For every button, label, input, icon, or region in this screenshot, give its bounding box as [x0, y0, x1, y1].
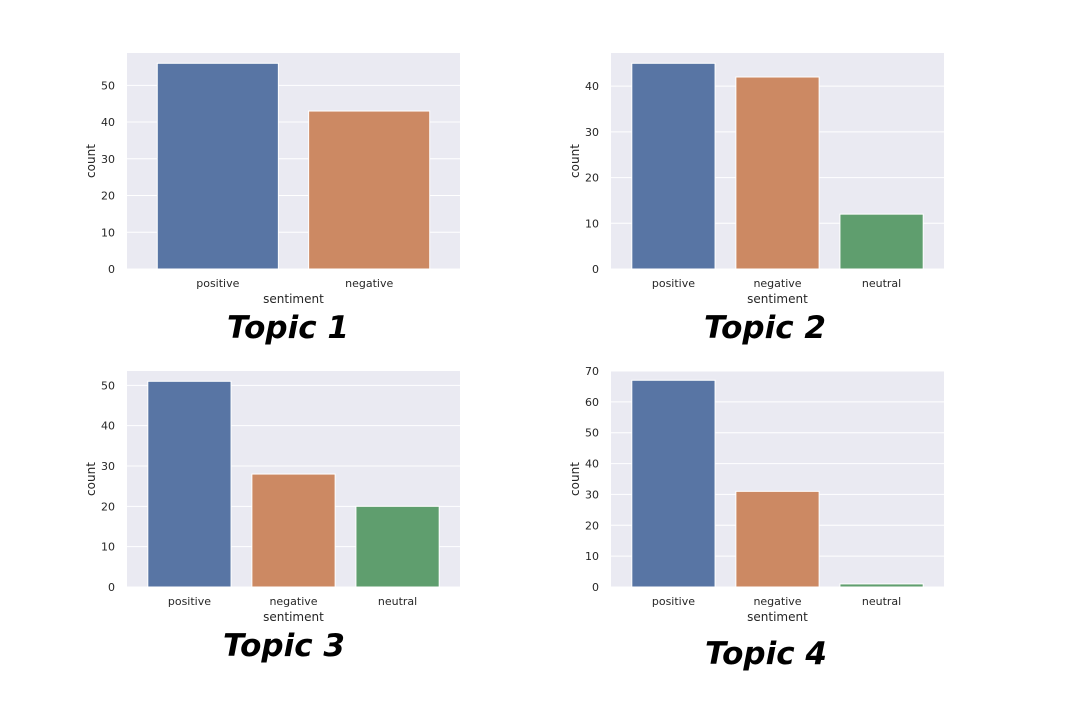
- chart-panel-4: 0 10 20 30 40 50 60 70 positive negative neutral se…: [568, 365, 944, 672]
- x-axis-label: sentiment: [747, 292, 808, 306]
- bar-negative: [735, 76, 820, 270]
- x-tick-label: positive: [168, 595, 211, 608]
- x-tick-label: positive: [652, 277, 695, 290]
- y-tick-label: 60: [585, 396, 599, 409]
- bar-positive: [631, 379, 716, 588]
- y-axis-label: count: [84, 144, 98, 178]
- x-tick-label: positive: [196, 277, 239, 290]
- chart-panel-1: 0 10 20 30 40 50 positive negative sentiment coun…: [84, 53, 460, 346]
- y-tick-label: 30: [101, 460, 115, 473]
- bar-neutral: [839, 213, 924, 270]
- y-tick-label: 20: [101, 500, 115, 513]
- bar-positive: [147, 380, 232, 588]
- chart-panel-3: 0 10 20 30 40 50 positive negative neutral sentim…: [84, 371, 460, 664]
- y-tick-label: 0: [592, 581, 599, 594]
- y-tick-label: 0: [108, 581, 115, 594]
- y-tick-label: 30: [585, 126, 599, 139]
- y-tick-label: 10: [585, 550, 599, 563]
- bar-positive: [631, 62, 716, 270]
- y-tick-label: 20: [101, 190, 115, 203]
- chart-title: Topic 3: [223, 628, 345, 664]
- chart-title: Topic 2: [704, 310, 826, 346]
- y-axis-label: count: [568, 144, 582, 178]
- y-tick-label: 30: [101, 153, 115, 166]
- y-tick-label: 0: [592, 263, 599, 276]
- y-tick-label: 10: [101, 541, 115, 554]
- y-tick-label: 40: [101, 420, 115, 433]
- x-tick-label: neutral: [378, 595, 417, 608]
- y-tick-label: 10: [585, 217, 599, 230]
- chart-title: Topic 4: [705, 636, 827, 672]
- x-tick-label: negative: [269, 595, 317, 608]
- y-tick-label: 0: [108, 263, 115, 276]
- y-tick-label: 10: [101, 226, 115, 239]
- bar-positive: [156, 62, 279, 270]
- y-tick-label: 50: [101, 79, 115, 92]
- y-tick-label: 40: [101, 116, 115, 129]
- y-tick-label: 30: [585, 488, 599, 501]
- bar-neutral: [839, 583, 924, 588]
- x-tick-label: neutral: [862, 277, 901, 290]
- y-axis-label: count: [84, 462, 98, 496]
- chart-title: Topic 1: [227, 310, 349, 346]
- x-axis-label: sentiment: [263, 292, 324, 306]
- x-tick-label: negative: [753, 277, 801, 290]
- x-axis-label: sentiment: [747, 610, 808, 624]
- y-tick-label: 50: [585, 427, 599, 440]
- y-tick-label: 40: [585, 80, 599, 93]
- x-tick-label: neutral: [862, 595, 901, 608]
- x-axis-label: sentiment: [263, 610, 324, 624]
- chart-panel-2: 0 10 20 30 40 positive negative neutral sentimen…: [568, 53, 944, 346]
- y-tick-label: 20: [585, 172, 599, 185]
- bar-neutral: [355, 505, 440, 588]
- y-tick-label: 40: [585, 458, 599, 471]
- y-tick-label: 70: [585, 365, 599, 378]
- bar-negative: [251, 473, 336, 588]
- x-tick-label: positive: [652, 595, 695, 608]
- x-tick-label: negative: [345, 277, 393, 290]
- y-axis-label: count: [568, 462, 582, 496]
- y-tick-label: 20: [585, 519, 599, 532]
- x-tick-label: negative: [753, 595, 801, 608]
- bar-negative: [735, 490, 820, 588]
- bar-negative: [308, 110, 431, 270]
- y-tick-label: 50: [101, 379, 115, 392]
